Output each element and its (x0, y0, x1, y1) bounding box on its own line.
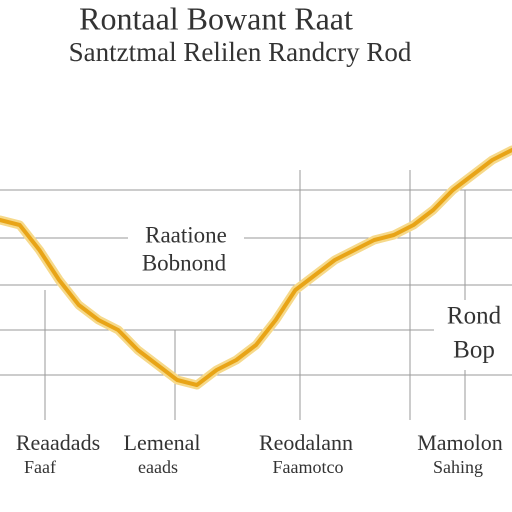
annotation: Bobnond (142, 250, 227, 275)
x-label: Reaadads (16, 430, 100, 455)
annotation-box (434, 300, 512, 370)
line (0, 148, 512, 387)
annotation-box (128, 222, 244, 278)
x-label: Sahing (433, 457, 483, 477)
annotation: Raatione (145, 222, 227, 247)
chart-title: Rontaal Bowant Raat (79, 0, 353, 36)
x-label: Mamolon (417, 430, 503, 455)
x-label: Lemenal (124, 430, 201, 455)
plot (0, 145, 512, 390)
x-label: eaads (138, 457, 178, 477)
annotation: Bop (453, 337, 495, 364)
x-label: Reodalann (259, 430, 353, 455)
x-label: Faamotco (273, 457, 344, 477)
x-label: Faaf (24, 457, 56, 477)
chart-subtitle: Santztmal Relilen Randcry Rod (69, 37, 412, 67)
annotation: Rond (447, 303, 502, 330)
